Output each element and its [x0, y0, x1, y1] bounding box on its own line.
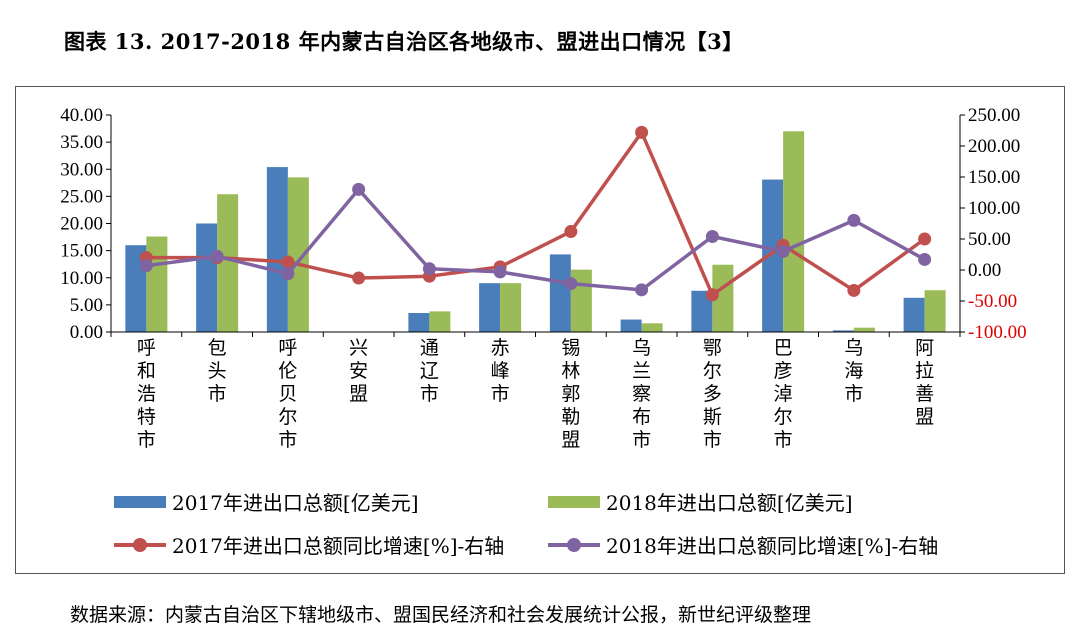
legend-item-2017-line: 2017年进出口总额同比增速[%]-右轴: [114, 530, 504, 559]
growth-2018-point-1: [210, 249, 224, 263]
category-label-3: 兴安盟: [349, 337, 368, 405]
growth-2017-point-7: [635, 125, 649, 139]
bar-2017-5: [479, 283, 501, 332]
growth-2017-line: [146, 130, 926, 297]
bar-2017-2: [266, 167, 288, 332]
growth-2018-point-10: [847, 213, 861, 227]
bar-2018-1: [217, 194, 239, 332]
left-tick-label-1: 5.00: [70, 295, 103, 316]
left-tick-label-5: 25.00: [60, 186, 103, 207]
bar-2018-11: [924, 290, 946, 332]
legend-label-2017-bar: 2017年进出口总额[亿美元]: [172, 491, 419, 515]
growth-2018-point-3: [352, 182, 366, 196]
data-source-note: 数据来源：内蒙古自治区下辖地级市、盟国民经济和社会发展统计公报，新世纪评级整理: [70, 604, 812, 626]
left-tick-label-4: 20.00: [60, 214, 103, 235]
right-tick-label-0: -100.00: [968, 322, 1027, 343]
growth-2018-point-2: [281, 267, 295, 281]
left-tick-label-7: 35.00: [60, 132, 103, 153]
bar-2018-9: [783, 131, 805, 332]
bar-2017-4: [408, 313, 430, 332]
growth-2018-point-4: [422, 262, 436, 276]
bar-2017-9: [762, 179, 784, 332]
right-tick-label-5: 150.00: [968, 167, 1020, 188]
left-tick-label-3: 15.00: [60, 241, 103, 262]
right-tick-label-1: -50.00: [968, 291, 1017, 312]
category-label-1: 包头市: [208, 337, 227, 405]
left-tick-label-2: 10.00: [60, 268, 103, 289]
legend-label-2017-line: 2017年进出口总额同比增速[%]-右轴: [172, 534, 505, 558]
legend-item-2017-bar: 2017年进出口总额[亿美元]: [114, 487, 419, 516]
bar-2018-7: [641, 323, 663, 332]
growth-2018-point-7: [635, 283, 649, 297]
category-label-0: 呼和浩特市: [137, 337, 156, 451]
bar-2018-0: [146, 236, 168, 332]
category-label-11: 阿拉善盟: [915, 337, 934, 428]
growth-2018-point-9: [776, 244, 790, 258]
legend-swatch-2018-line: [548, 537, 600, 552]
chart-frame: 0.00 5.00 10.00 15.00 20.00 25.00 30.00 35.00 40…: [15, 86, 1065, 574]
right-tick-label-4: 100.00: [968, 198, 1020, 219]
right-tick-label-3: 50.00: [968, 229, 1011, 250]
growth-2018-point-6: [564, 277, 578, 291]
bar-2017-6: [549, 254, 571, 332]
left-tick-label-6: 30.00: [60, 159, 103, 180]
growth-2017-point-2: [281, 255, 295, 269]
growth-2017-point-3: [352, 271, 366, 285]
growth-2018-line: [146, 187, 926, 292]
bar-2018-5: [500, 283, 522, 332]
left-tick-label-8: 40.00: [60, 105, 103, 126]
right-tick-label-2: 0.00: [968, 260, 1001, 281]
growth-2018-point-8: [705, 230, 719, 244]
legend-item-2018-bar: 2018年进出口总额[亿美元]: [548, 487, 853, 516]
growth-2017-point-6: [564, 225, 578, 239]
growth-2018-point-5: [493, 265, 507, 279]
category-label-6: 锡林郭勒盟: [561, 337, 580, 451]
legend-swatch-2017-line: [114, 537, 166, 552]
category-label-5: 赤峰市: [491, 337, 510, 405]
legend-item-2018-line: 2018年进出口总额同比增速[%]-右轴: [548, 530, 938, 559]
category-label-9: 巴彦淖尔市: [774, 337, 793, 451]
category-label-8: 鄂尔多斯市: [703, 337, 722, 451]
bar-2017-8: [691, 290, 713, 332]
legend-label-2018-bar: 2018年进出口总额[亿美元]: [606, 491, 853, 515]
bar-2017-11: [903, 297, 925, 332]
legend-label-2018-line: 2018年进出口总额同比增速[%]-右轴: [606, 534, 939, 558]
growth-2017-point-11: [918, 232, 932, 246]
bar-2018-8: [712, 264, 734, 332]
right-tick-label-6: 200.00: [968, 136, 1020, 157]
combo-chart: 0.00 5.00 10.00 15.00 20.00 25.00 30.00 35.00 40…: [60, 105, 1027, 451]
category-label-4: 通辽市: [420, 337, 439, 405]
bar-2018-4: [429, 311, 451, 332]
bar-2017-10: [832, 330, 854, 332]
growth-2018-point-0: [139, 259, 153, 273]
category-label-7: 乌兰察布市: [632, 337, 651, 451]
legend-swatch-2017-bar: [114, 495, 166, 508]
growth-2018-point-11: [918, 252, 932, 266]
bar-2018-2: [287, 177, 309, 332]
growth-2017-point-8: [705, 288, 719, 302]
bar-2017-1: [196, 223, 218, 332]
bar-2018-10: [853, 327, 875, 332]
bar-2017-7: [620, 319, 642, 332]
legend-swatch-2018-bar: [548, 495, 600, 508]
chart-title: 图表 13. 2017-2018 年内蒙古自治区各地级市、盟进出口情况【3】: [64, 29, 744, 54]
category-label-10: 乌海市: [844, 337, 863, 405]
right-tick-label-7: 250.00: [968, 105, 1020, 126]
category-label-2: 呼伦贝尔市: [278, 337, 297, 451]
growth-2017-point-10: [847, 283, 861, 297]
left-tick-label-0: 0.00: [70, 322, 103, 343]
